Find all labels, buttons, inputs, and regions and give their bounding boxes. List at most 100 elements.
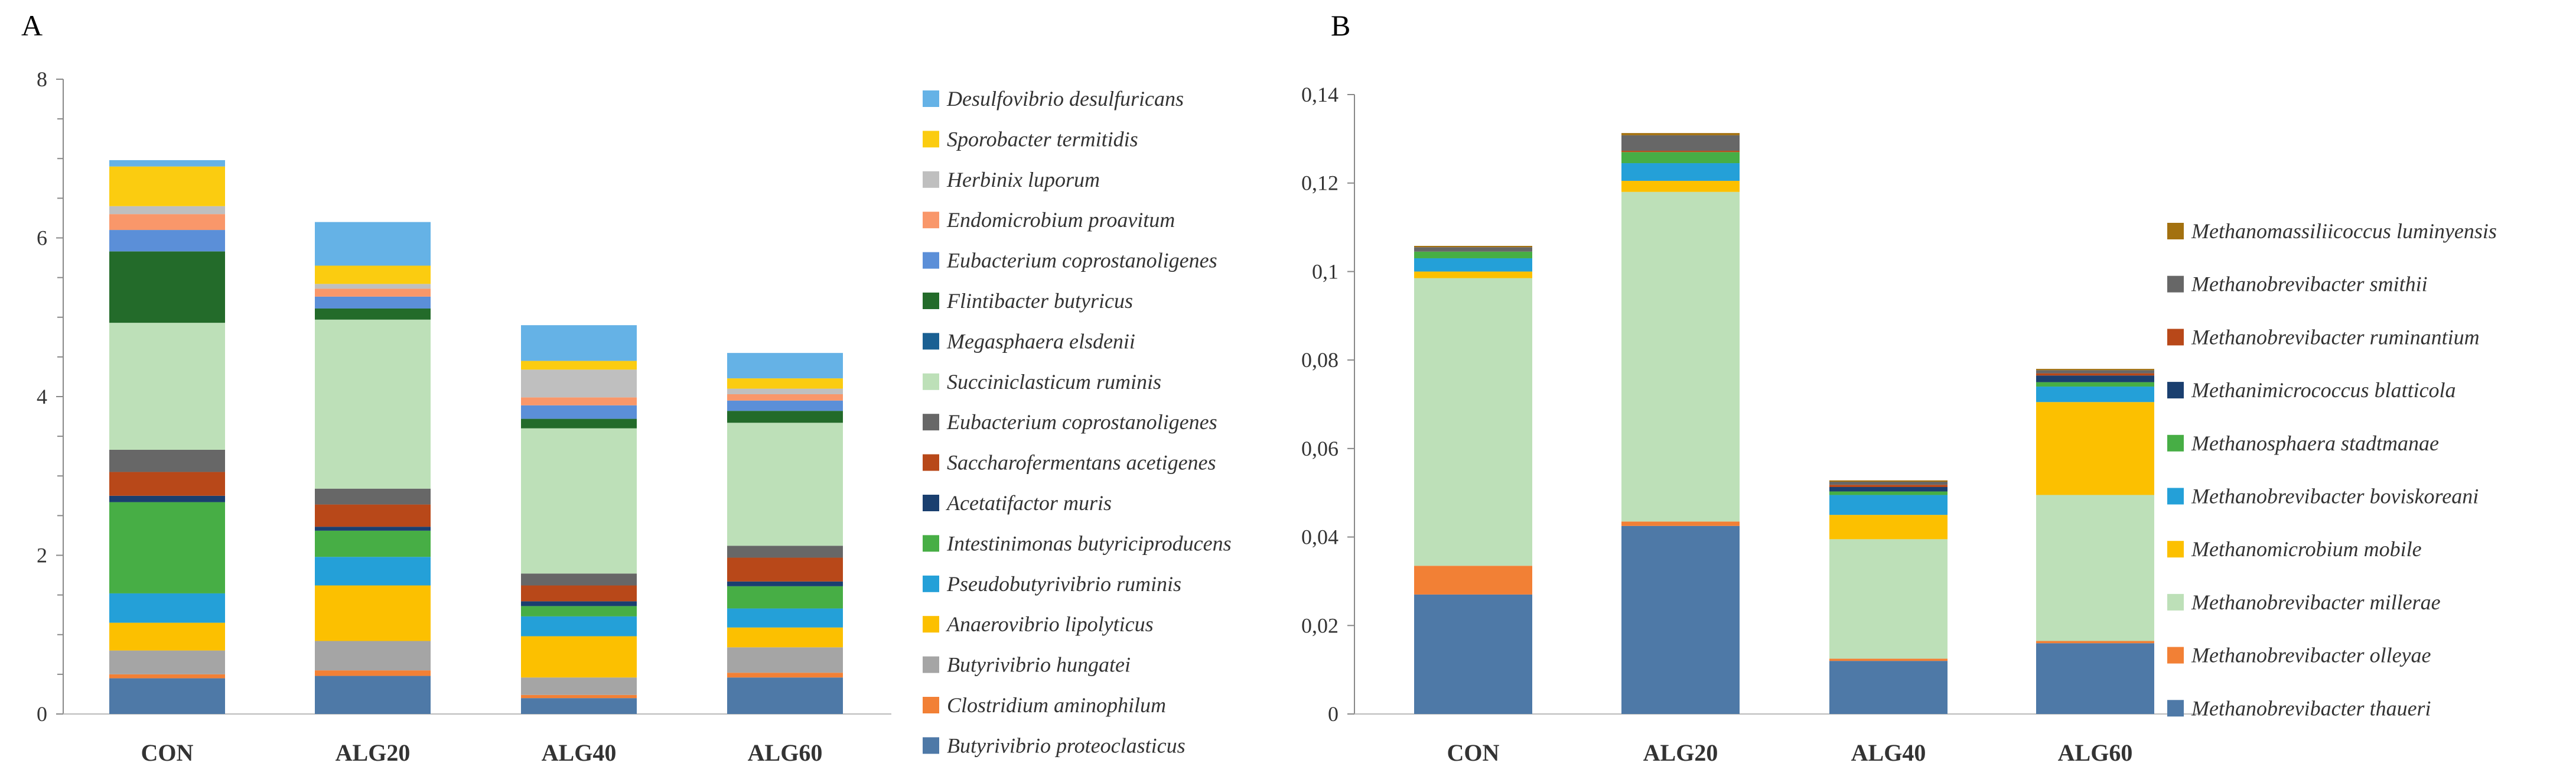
bar-segment-alg40-saccharofermentans-acetigenes	[521, 585, 637, 602]
bar-segment-alg60-saccharofermentans-acetigenes	[727, 557, 843, 582]
bar-segment-con-methanomicrobium-mobile	[1414, 271, 1532, 278]
legend-swatch-succiniclasticum-ruminis	[923, 373, 939, 390]
legend-label-flintibacter-butyricus: Flintibacter butyricus	[946, 289, 1133, 313]
bar-segment-alg20-methanobrevibacter-olleyae	[1621, 521, 1740, 526]
legend-swatch-methanimicrococcus-blatticola	[2167, 382, 2184, 399]
bar-segment-alg40-methanomicrobium-mobile	[1829, 515, 1948, 540]
bar-segment-alg40-anaerovibrio-lipolyticus	[521, 636, 637, 678]
bar-segment-alg60-sporobacter-termitidis	[727, 378, 843, 389]
bar-segment-alg60-methanomassiliicoccus-luminyensis	[2036, 369, 2154, 371]
legend-swatch-acetatifactor-muris	[923, 495, 939, 511]
bar-segment-alg20-sporobacter-termitidis	[315, 265, 431, 284]
legend-swatch-desulfovibrio-desulfuricans	[923, 90, 939, 107]
legend-label-eubacterium-coprostanoligenes: Eubacterium coprostanoligenes	[946, 410, 1217, 434]
bar-segment-alg40-methanobrevibacter-ruminantium	[1829, 485, 1948, 487]
category-label-alg20: ALG20	[1643, 739, 1718, 766]
bar-segment-alg60-acetatifactor-muris	[727, 581, 843, 586]
bar-segment-alg60-herbinix-luporum	[727, 388, 843, 394]
bar-segment-alg20-endomicrobium-proavitum	[315, 288, 431, 297]
legend-swatch-herbinix-luporum	[923, 171, 939, 188]
bar-segment-alg20-methanobrevibacter-smithii	[1621, 135, 1740, 151]
bar-segment-alg60-methanobrevibacter-boviskoreani	[2036, 387, 2154, 403]
bar-segment-con-methanobrevibacter-smithii	[1414, 247, 1532, 252]
legend-swatch-eubacterium-coprostanoligenes	[923, 252, 939, 269]
bar-segment-alg60-methanobrevibacter-thaueri	[2036, 643, 2154, 714]
y-tick-label: 0,02	[1301, 614, 1339, 637]
bar-segment-alg20-butyrivibrio-proteoclasticus	[315, 676, 431, 714]
bar-segment-alg40-clostridium-aminophilum	[521, 694, 637, 699]
legend-swatch-methanobrevibacter-olleyae	[2167, 647, 2184, 664]
bar-segment-con-pseudobutyrivibrio-ruminis	[109, 593, 225, 623]
bar-segment-con-anaerovibrio-lipolyticus	[109, 622, 225, 651]
legend-swatch-methanobrevibacter-smithii	[2167, 275, 2184, 293]
y-tick-label: 0	[37, 702, 47, 726]
chart-b: 0 0,02 0,04 0,06 0,08 0,1 0,12 0,14 CON ALG20 ALG4…	[1301, 83, 2497, 766]
bar-segment-con-acetatifactor-muris	[109, 495, 225, 502]
bar-segment-alg20-clostridium-aminophilum	[315, 670, 431, 676]
bar-segment-alg20-herbinix-luporum	[315, 284, 431, 289]
bar-segment-alg40-sporobacter-termitidis	[521, 361, 637, 370]
bar-segment-con-methanobrevibacter-boviskoreani	[1414, 258, 1532, 272]
bar-segment-con-endomicrobium-proavitum	[109, 214, 225, 231]
bar-segment-alg40-endomicrobium-proavitum	[521, 397, 637, 405]
bar-segment-alg20-pseudobutyrivibrio-ruminis	[315, 557, 431, 586]
bar-segment-alg60-methanobrevibacter-smithii	[2036, 370, 2154, 374]
bar-segment-alg20-anaerovibrio-lipolyticus	[315, 585, 431, 641]
bar-segment-alg60-endomicrobium-proavitum	[727, 394, 843, 401]
bar-segment-alg40-acetatifactor-muris	[521, 601, 637, 606]
bar-segment-alg60-flintibacter-butyricus	[727, 411, 843, 423]
bar-segment-alg40-butyrivibrio-hungatei	[521, 677, 637, 695]
legend-swatch-methanobrevibacter-millerae	[2167, 593, 2184, 611]
legend-swatch-megasphaera-elsdenii	[923, 333, 939, 350]
panel-b-label: B	[1331, 9, 1350, 42]
bar-segment-alg60-pseudobutyrivibrio-ruminis	[727, 608, 843, 628]
legend-swatch-butyrivibrio-proteoclasticus	[923, 737, 939, 754]
bar-segment-con-methanobrevibacter-thaueri	[1414, 594, 1532, 714]
bar-segment-alg40-methanimicrococcus-blatticola	[1829, 486, 1948, 492]
bar-segment-alg60-succiniclasticum-ruminis	[727, 423, 843, 546]
category-label-alg60: ALG60	[748, 739, 823, 766]
legend-label-saccharofermentans-acetigenes: Saccharofermentans acetigenes	[947, 451, 1216, 475]
bar-segment-alg40-eubacterium-coprostanoligenes	[521, 405, 637, 419]
legend-label-methanobrevibacter-boviskoreani: Methanobrevibacter boviskoreani	[2191, 485, 2479, 508]
y-tick-label: 0,06	[1301, 437, 1339, 460]
bar-segment-alg20-eubacterium-coprostanoligenes	[315, 488, 431, 505]
legend-swatch-methanobrevibacter-boviskoreani	[2167, 488, 2184, 505]
legend-label-endomicrobium-proavitum: Endomicrobium proavitum	[946, 208, 1175, 232]
legend-swatch-intestinimonas-butyriciproducens	[923, 535, 939, 552]
bar-segment-alg60-methanobrevibacter-millerae	[2036, 495, 2154, 641]
bar-segment-alg20-acetatifactor-muris	[315, 527, 431, 531]
legend-label-butyrivibrio-proteoclasticus: Butyrivibrio proteoclasticus	[947, 733, 1186, 757]
panel-a-label: A	[21, 9, 43, 42]
legend-label-methanomassiliicoccus-luminyensis: Methanomassiliicoccus luminyensis	[2191, 219, 2497, 243]
bar-segment-alg40-pseudobutyrivibrio-ruminis	[521, 616, 637, 637]
bar-segment-alg40-desulfovibrio-desulfuricans	[521, 325, 637, 361]
y-tick-label: 8	[37, 67, 47, 91]
bar-segment-alg40-flintibacter-butyricus	[521, 418, 637, 429]
y-tick-label: 0,14	[1301, 83, 1339, 106]
y-tick-label: 2	[37, 544, 47, 567]
bar-segment-alg40-intestinimonas-butyriciproducens	[521, 606, 637, 616]
bar-segment-alg60-methanomicrobium-mobile	[2036, 402, 2154, 495]
bar-segment-alg20-desulfovibrio-desulfuricans	[315, 222, 431, 266]
legend-label-methanosphaera-stadtmanae: Methanosphaera stadtmanae	[2191, 431, 2439, 455]
legend-label-anaerovibrio-lipolyticus: Anaerovibrio lipolyticus	[946, 612, 1154, 636]
legend-label-herbinix-luporum: Herbinix luporum	[946, 168, 1100, 191]
legend-label-acetatifactor-muris: Acetatifactor muris	[946, 491, 1112, 515]
bar-segment-alg60-anaerovibrio-lipolyticus	[727, 627, 843, 648]
legend-label-butyrivibrio-hungatei: Butyrivibrio hungatei	[947, 653, 1131, 677]
category-label-alg40: ALG40	[542, 739, 617, 766]
bar-segment-alg20-flintibacter-butyricus	[315, 308, 431, 320]
bar-segment-alg20-butyrivibrio-hungatei	[315, 641, 431, 671]
bar-segment-con-herbinix-luporum	[109, 206, 225, 215]
legend-label-desulfovibrio-desulfuricans: Desulfovibrio desulfuricans	[946, 87, 1184, 111]
bar-segment-alg60-butyrivibrio-proteoclasticus	[727, 677, 843, 714]
bar-segment-con-butyrivibrio-proteoclasticus	[109, 678, 225, 714]
bar-segment-con-succiniclasticum-ruminis	[109, 323, 225, 450]
bar-segment-con-saccharofermentans-acetigenes	[109, 472, 225, 496]
bar-segment-alg60-methanosphaera-stadtmanae	[2036, 382, 2154, 387]
legend-label-methanobrevibacter-ruminantium: Methanobrevibacter ruminantium	[2191, 325, 2480, 349]
legend-swatch-methanobrevibacter-thaueri	[2167, 700, 2184, 717]
legend-label-methanimicrococcus-blatticola: Methanimicrococcus blatticola	[2191, 378, 2456, 402]
